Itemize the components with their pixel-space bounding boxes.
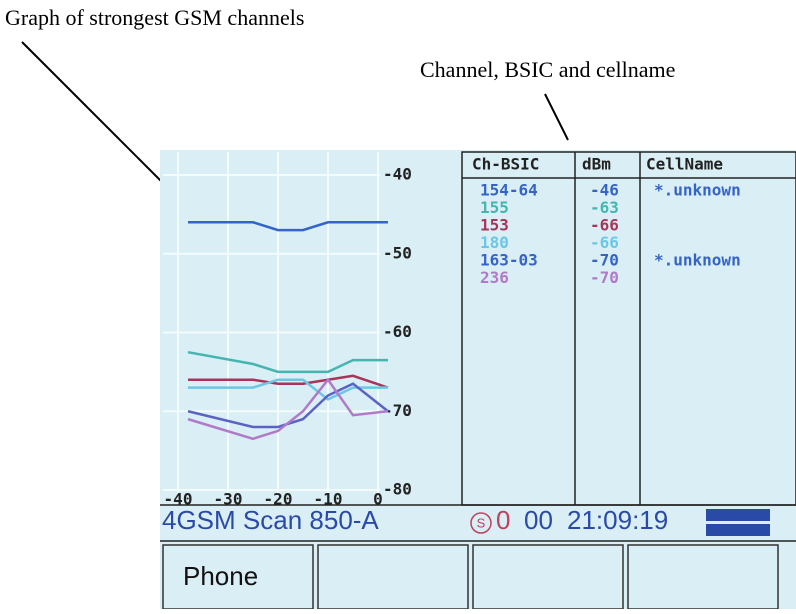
- table-cell: -66: [590, 233, 619, 252]
- pointer: [21, 41, 186, 206]
- series-line: [187, 350, 388, 374]
- softkey-label: Phone: [183, 561, 258, 591]
- table-cell: -70: [590, 251, 619, 270]
- y-tick-label: -60: [383, 322, 412, 341]
- series-line: [188, 378, 388, 401]
- table-cell: -66: [590, 216, 619, 235]
- x-tick-label: -30: [214, 490, 243, 509]
- table-cell: -46: [590, 181, 619, 200]
- table-header: CellName: [646, 155, 723, 174]
- table-cell: -63: [590, 198, 619, 217]
- y-tick-label: -80: [383, 480, 412, 499]
- series-line: [188, 221, 388, 232]
- series-line: [187, 382, 389, 429]
- table-cell: 180: [480, 233, 509, 252]
- status-icon: [470, 512, 492, 534]
- table-header: dBm: [582, 155, 611, 174]
- series-line: [188, 374, 389, 389]
- battery: [706, 524, 770, 536]
- battery: [706, 509, 770, 521]
- y-tick-label: -50: [383, 243, 412, 262]
- x-tick-label: -10: [314, 490, 343, 509]
- table-header: Ch-BSIC: [472, 155, 539, 174]
- pointer: [544, 93, 569, 141]
- annotation: Channel, BSIC and cellname: [420, 57, 675, 82]
- table-cell: 236: [480, 268, 509, 287]
- status-counter: 0: [496, 505, 510, 535]
- annotation: Graph of strongest GSM channels: [5, 5, 304, 30]
- table-cell: 163-03: [480, 251, 538, 270]
- table-cell: -70: [590, 268, 619, 287]
- x-tick-label: -40: [164, 490, 193, 509]
- table-cell: *.unknown: [654, 181, 741, 200]
- table-cell: *.unknown: [654, 251, 741, 270]
- x-tick-label: 0: [373, 490, 383, 509]
- y-tick-label: -40: [383, 165, 412, 184]
- status-mode: 4GSM Scan 850-A: [162, 505, 379, 535]
- table-cell: 153: [480, 216, 509, 235]
- table-cell: 155: [480, 198, 509, 217]
- status-icon-label: S: [477, 515, 486, 530]
- status-time: 21:09:19: [567, 505, 668, 535]
- y-tick-label: -70: [383, 401, 412, 420]
- status-counter: 00: [524, 505, 553, 535]
- table-cell: 154-64: [480, 181, 538, 200]
- series-line: [187, 377, 389, 441]
- x-tick-label: -20: [264, 490, 293, 509]
